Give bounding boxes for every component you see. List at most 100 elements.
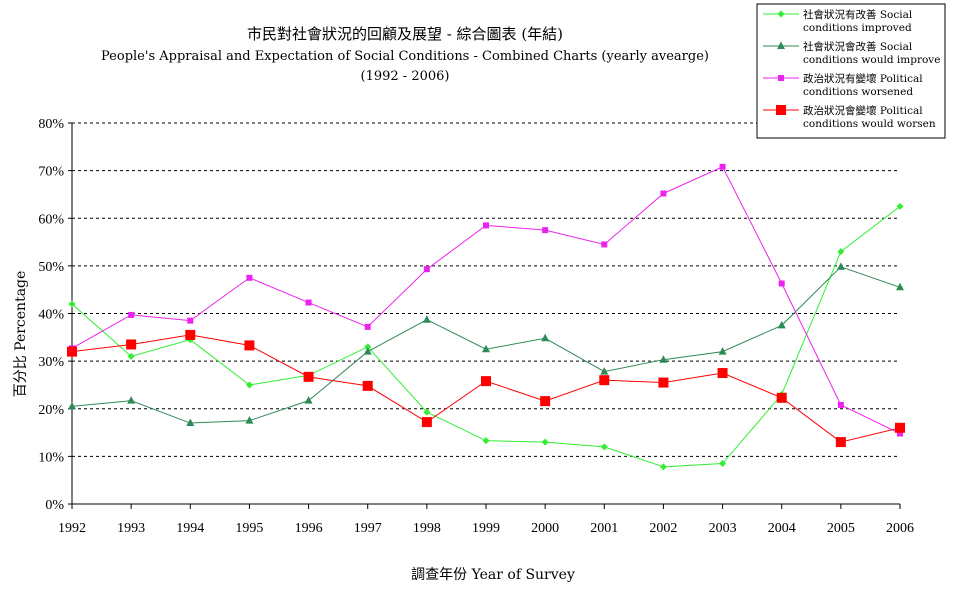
data-point-triangle [363, 347, 372, 355]
data-point-diamond [245, 381, 253, 389]
x-tick-label: 2001 [590, 521, 618, 536]
x-tick-label: 2003 [709, 521, 737, 536]
data-point-triangle [482, 344, 490, 353]
y-tick-label: 50% [38, 260, 64, 275]
x-tick-label: 1992 [58, 521, 86, 536]
data-point-diamond [364, 343, 372, 351]
y-tick-label: 80% [38, 117, 64, 132]
y-tick-label: 60% [38, 212, 64, 227]
data-point-triangle [245, 416, 254, 424]
gridlines [72, 122, 900, 457]
y-tick-labels: 0% 10% 20% 30% 40% 50% 60% 70% 80% [38, 117, 72, 513]
x-tick-label: 2005 [827, 521, 855, 536]
chart-title: 市民對社會狀況的回顧及展望 - 綜合圖表 (年結) [247, 25, 563, 43]
data-point-square [837, 401, 844, 408]
x-tick-label: 1998 [413, 521, 441, 536]
data-point-triangle [777, 41, 785, 49]
y-tick-label: 30% [38, 355, 64, 370]
data-point-triangle [304, 396, 313, 404]
data-point-square [542, 227, 549, 234]
data-point-diamond [600, 443, 608, 451]
data-point-square-large [540, 396, 551, 407]
data-point-square [778, 280, 785, 287]
legend-label: 社會狀況有改善 Social [803, 8, 913, 21]
data-point-square-large [362, 380, 373, 391]
x-tick-label: 1996 [295, 521, 323, 536]
data-point-triangle [659, 355, 668, 363]
data-point-square-large [895, 422, 905, 433]
data-point-triangle [541, 333, 550, 342]
legend-label-line2: conditions improved [803, 22, 912, 34]
data-point-square-large [481, 376, 491, 387]
data-point-diamond [68, 300, 76, 308]
data-point-diamond [127, 352, 135, 360]
series-3 [69, 163, 903, 437]
data-point-square-large [599, 375, 610, 386]
legend-box [756, 3, 946, 139]
data-point-triangle [127, 396, 136, 404]
data-point-diamond [423, 408, 431, 416]
data-point-square [246, 274, 253, 281]
series-2 [68, 262, 904, 427]
x-tick-label: 1994 [176, 521, 204, 536]
data-point-square-large [776, 105, 786, 115]
data-point-triangle [777, 320, 786, 329]
x-tick-label: 1993 [117, 521, 145, 536]
data-point-square [601, 241, 608, 248]
data-point-triangle [186, 418, 195, 427]
data-point-square-large [67, 346, 77, 357]
x-tick-label: 1997 [354, 521, 382, 536]
data-point-diamond [896, 202, 904, 210]
data-point-square [128, 311, 135, 318]
data-point-square [423, 266, 430, 273]
legend-label: 政治狀況有變壞 Political [803, 72, 923, 85]
series-4 [67, 329, 905, 448]
y-tick-label: 70% [38, 165, 64, 180]
data-point-triangle [68, 401, 76, 410]
data-point-square [719, 163, 726, 170]
data-point-triangle [718, 347, 727, 355]
data-point-square [364, 323, 371, 330]
x-tick-label: 2004 [768, 521, 796, 536]
data-point-square [660, 190, 667, 197]
data-point-diamond [837, 248, 845, 256]
data-point-square [305, 299, 312, 306]
data-point-square [483, 222, 489, 229]
series-line [71, 166, 901, 434]
y-tick-label: 40% [38, 308, 64, 323]
data-point-square-large [658, 377, 669, 388]
y-axis-label: 百分比 Percentage [13, 271, 29, 398]
y-tick-label: 0% [45, 498, 64, 513]
x-axis-label: 調查年份 Year of Survey [411, 567, 575, 583]
chart-subtitle-range: (1992 - 2006) [361, 69, 450, 84]
data-point-square-large [421, 417, 432, 428]
x-tick-label: 1995 [235, 521, 263, 536]
data-point-diamond [659, 463, 667, 471]
data-point-square [187, 317, 194, 324]
data-point-diamond [719, 460, 727, 468]
data-point-triangle [896, 282, 904, 291]
data-point-triangle [836, 262, 845, 270]
legend-label: 社會狀況會改善 Social [803, 40, 913, 53]
x-tick-labels: 1992 1993 1994 1995 1996 1997 1998 1999 2000 2001… [58, 504, 914, 536]
data-point-square-large [126, 339, 137, 350]
data-point-square-large [776, 392, 787, 403]
data-point-square-large [244, 340, 255, 351]
y-tick-label: 10% [38, 450, 64, 465]
x-tick-label: 2006 [886, 521, 914, 536]
x-tick-label: 1999 [472, 521, 500, 536]
series-layer [67, 163, 905, 471]
legend-label-line2: conditions worsened [803, 86, 913, 98]
data-point-square [897, 430, 903, 437]
chart-subtitle: People's Appraisal and Expectation of So… [101, 49, 709, 64]
y-tick-label: 20% [38, 403, 64, 418]
x-tick-label: 2000 [531, 521, 559, 536]
legend-label-line2: conditions would worsen [803, 118, 936, 130]
data-point-diamond [777, 10, 785, 18]
